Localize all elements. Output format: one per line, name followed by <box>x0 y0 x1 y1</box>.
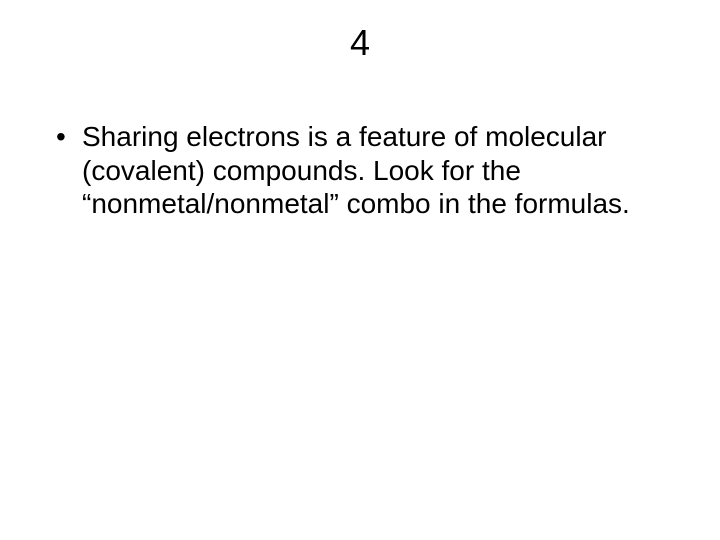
slide: 4 Sharing electrons is a feature of mole… <box>0 0 720 540</box>
bullet-list: Sharing electrons is a feature of molecu… <box>54 120 666 221</box>
bullet-item: Sharing electrons is a feature of molecu… <box>54 120 666 221</box>
slide-body: Sharing electrons is a feature of molecu… <box>54 120 666 221</box>
slide-title: 4 <box>0 22 720 64</box>
